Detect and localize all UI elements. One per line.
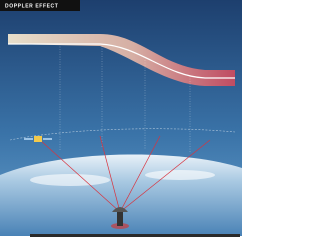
earth	[0, 154, 242, 243]
bottom-shadow	[30, 234, 240, 237]
cloud	[145, 170, 215, 180]
cloud	[30, 174, 110, 186]
title: DOPPLER EFFECT	[5, 3, 58, 9]
doppler-diagram: DOPPLER EFFECT	[0, 0, 242, 243]
bottom-margin	[0, 236, 242, 243]
